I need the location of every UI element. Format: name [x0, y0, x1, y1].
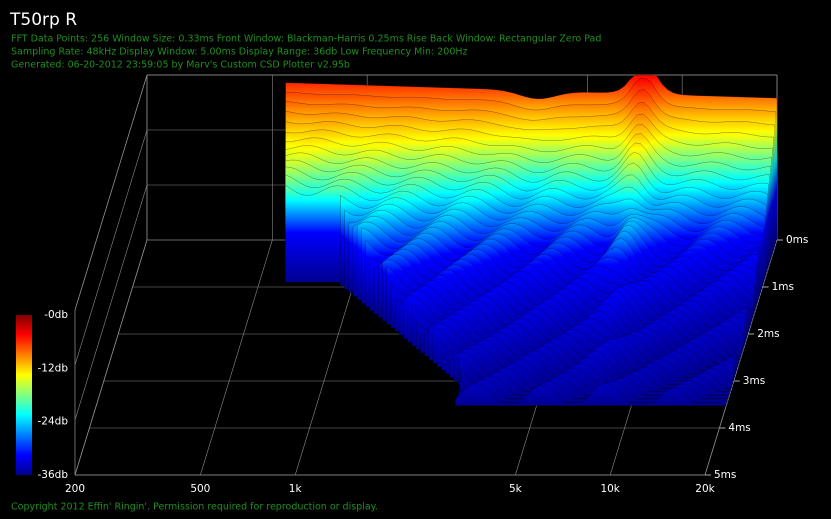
grid-line — [704, 239, 778, 476]
chart-title: T50rp R — [9, 10, 77, 30]
color-bar-label: -24db — [38, 416, 69, 428]
t-tick-label: 0ms — [786, 234, 808, 246]
info-line: FFT Data Points: 256 Window Size: 0.33ms… — [11, 34, 601, 45]
grid-line — [74, 74, 148, 311]
surface — [285, 74, 778, 406]
t-tick-label: 5ms — [714, 469, 736, 481]
grid-line — [74, 184, 148, 421]
x-tick-label: 500 — [190, 483, 210, 495]
x-tick-label: 5k — [509, 483, 523, 495]
x-tick-label: 10k — [600, 483, 620, 495]
grid-line — [74, 129, 148, 366]
x-tick-label: 200 — [65, 483, 85, 495]
labels: 200 500 1k 5k 10k 20k 0ms 1ms 2ms 3ms 4ms 5ms -0db -1… — [38, 234, 809, 495]
info-line: Generated: 06-20-2012 23:59:05 by Marv's… — [11, 60, 350, 71]
t-tick-label: 2ms — [757, 328, 779, 340]
x-tick-label: 20k — [695, 483, 715, 495]
color-bar — [16, 315, 32, 475]
t-tick-label: 3ms — [743, 375, 765, 387]
color-bar-label: -36db — [38, 469, 69, 481]
x-tick-label: 1k — [289, 483, 303, 495]
grid-line — [74, 239, 148, 476]
info-line: Sampling Rate: 48kHz Display Window: 5.0… — [11, 47, 468, 58]
color-bar-label: -0db — [44, 309, 68, 321]
grid-line — [200, 239, 273, 476]
t-tick-label: 4ms — [728, 422, 750, 434]
t-tick-label: 1ms — [772, 281, 794, 293]
surface-slice — [455, 383, 727, 406]
footer: Copyright 2012 Effin' Ringin'. Permissio… — [11, 502, 378, 513]
color-bar-label: -12db — [38, 362, 69, 374]
